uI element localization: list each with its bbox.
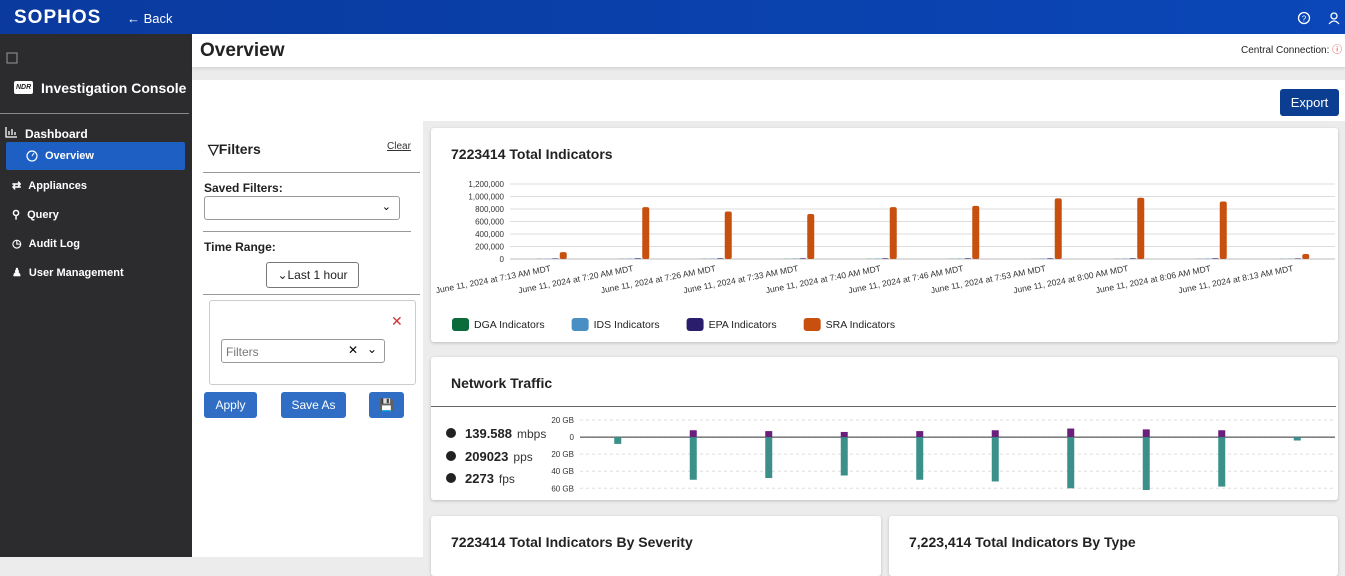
nav-item[interactable]: ⚲ Query <box>12 208 59 221</box>
time-range-label: Time Range: <box>204 240 276 254</box>
stat-unit: fps <box>499 472 515 486</box>
connection-status: Central Connection: ⓘ <box>1241 41 1342 56</box>
nav-text: User Management <box>29 267 124 279</box>
time-range-button[interactable]: ⌄Last 1 hour <box>266 262 359 288</box>
traffic-card: Network Traffic <box>431 357 1338 500</box>
type-card: 7,223,414 Total Indicators By Type <box>889 516 1338 576</box>
stat-dot <box>446 428 456 438</box>
divider <box>203 231 411 232</box>
card-title: Network Traffic <box>451 375 552 391</box>
top-bar: SOPHOS ← Back ? <box>0 0 1345 34</box>
stat-value: 209023 <box>465 449 508 464</box>
nav-text: Appliances <box>28 180 87 192</box>
indicators-card: 7223414 Total Indicators <box>431 128 1338 342</box>
nav-text: Audit Log <box>29 238 80 250</box>
divider <box>431 406 1336 407</box>
remove-filter[interactable]: ✕ <box>391 313 403 330</box>
collapse-icon[interactable] <box>6 52 18 64</box>
divider <box>0 113 189 114</box>
toolbar: Export <box>192 80 1345 121</box>
filter-placeholder: Filters <box>226 345 259 359</box>
severity-card: 7223414 Total Indicators By Severity <box>431 516 881 576</box>
traffic-stat: 2273 fps <box>446 471 515 486</box>
page: SOPHOS ← Back ? NDR Investigation Consol… <box>0 0 1345 557</box>
stat-unit: pps <box>513 450 532 464</box>
nav-item: Overview <box>45 150 94 162</box>
card-title: 7223414 Total Indicators By Severity <box>451 534 693 550</box>
dashboard-icon <box>5 126 18 138</box>
header: Overview Central Connection: ⓘ <box>192 34 1345 67</box>
back-link[interactable]: ← Back <box>127 11 173 26</box>
time-range-value: Last 1 hour <box>288 268 348 282</box>
save-as-button[interactable]: Save As <box>281 392 346 418</box>
filters-title: ▽Filters <box>208 141 261 158</box>
connection-label: Central Connection: <box>1241 45 1329 56</box>
divider <box>203 294 420 295</box>
stat-dot <box>446 473 456 483</box>
console-title: Investigation Console <box>41 80 186 96</box>
filter-box: ✕ Filters ✕⌄ <box>209 300 416 385</box>
brand: SOPHOS <box>14 7 101 29</box>
ndr-badge: NDR <box>14 81 33 94</box>
filter-input[interactable]: Filters ✕⌄ <box>221 339 385 363</box>
nav-item[interactable]: ♟ User Management <box>12 266 124 279</box>
nav-text: Query <box>27 209 59 221</box>
filters-title-text: Filters <box>219 141 261 157</box>
nav-item[interactable]: ◷ Audit Log <box>12 237 80 250</box>
user-icon[interactable] <box>1327 11 1341 25</box>
saved-filters-select[interactable]: ⌄ <box>204 196 400 220</box>
clear-link[interactable]: Clear <box>387 141 411 152</box>
stat-dot <box>446 451 456 461</box>
stat-unit: mbps <box>517 427 546 441</box>
export-button[interactable]: Export <box>1280 89 1339 116</box>
back-text: Back <box>144 11 173 26</box>
divider <box>203 172 420 173</box>
overview-icon <box>26 150 38 162</box>
saved-filters-label: Saved Filters: <box>204 181 283 195</box>
card-title: 7223414 Total Indicators <box>451 146 613 162</box>
stat-value: 2273 <box>465 471 494 486</box>
nav-item[interactable]: Dashboard <box>25 127 88 141</box>
nav-active[interactable]: Overview <box>6 142 185 170</box>
page-title: Overview <box>200 40 285 62</box>
nav-item[interactable]: ⇄ Appliances <box>12 179 87 192</box>
svg-text:?: ? <box>1302 15 1307 24</box>
sidebar: NDR Investigation Console Dashboard Over… <box>0 34 192 557</box>
card-title: 7,223,414 Total Indicators By Type <box>909 534 1136 550</box>
help-icon[interactable]: ? <box>1297 11 1311 25</box>
traffic-stat: 209023 pps <box>446 449 533 464</box>
stat-value: 139.588 <box>465 426 512 441</box>
apply-button[interactable]: Apply <box>204 392 257 418</box>
save-button[interactable]: 💾 <box>369 392 404 418</box>
filters-panel: ▽Filters Clear Saved Filters: ⌄ Time Ran… <box>192 121 423 557</box>
traffic-stat: 139.588 mbps <box>446 426 546 441</box>
